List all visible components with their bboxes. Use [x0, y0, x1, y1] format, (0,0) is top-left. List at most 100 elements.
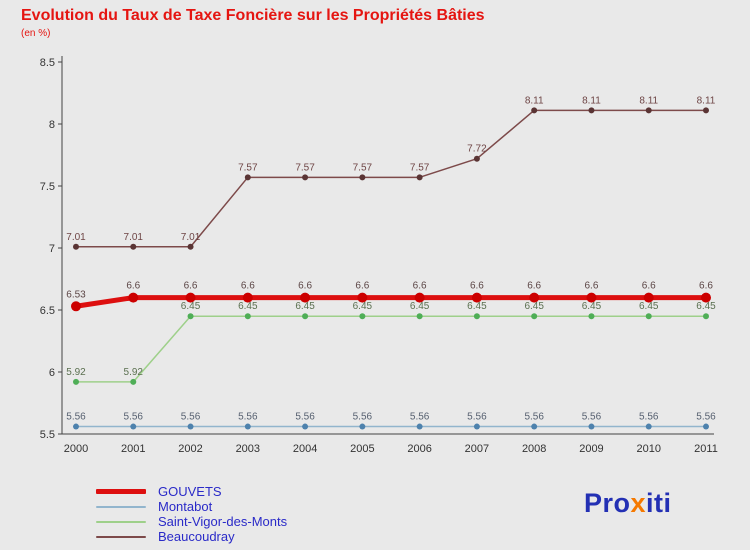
value-label-gouvets: 6.6	[585, 281, 599, 292]
y-tick-label: 6.5	[40, 305, 55, 317]
data-point-montabot	[531, 423, 538, 430]
legend-item-montabot: Montabot	[96, 499, 287, 514]
value-label-saint-vigor-des-monts: 6.45	[696, 301, 716, 312]
data-point-saint-vigor-des-monts	[359, 313, 366, 320]
value-label-saint-vigor-des-monts: 6.45	[582, 301, 602, 312]
chart-header: Evolution du Taux de Taxe Foncière sur l…	[0, 0, 750, 39]
data-point-montabot	[645, 423, 652, 430]
data-point-montabot	[130, 423, 137, 430]
data-point-montabot	[359, 423, 366, 430]
legend-swatch-montabot	[96, 505, 146, 508]
x-tick-label: 2011	[694, 443, 718, 455]
data-point-gouvets	[586, 292, 597, 303]
value-label-montabot: 5.56	[295, 412, 315, 423]
x-tick-label: 2007	[465, 443, 489, 455]
data-point-saint-vigor-des-monts	[302, 313, 309, 320]
legend-item-gouvets: GOUVETS	[96, 484, 287, 499]
logo-part-blue-1: Pro	[584, 488, 631, 518]
value-label-montabot: 5.56	[124, 412, 144, 423]
value-label-gouvets: 6.6	[241, 281, 255, 292]
legend-label-beaucoudray: Beaucoudray	[158, 529, 235, 544]
data-point-beaucoudray	[531, 107, 538, 114]
data-point-saint-vigor-des-monts	[244, 313, 251, 320]
value-label-beaucoudray: 7.01	[66, 232, 86, 243]
value-label-beaucoudray: 8.11	[639, 95, 658, 106]
data-point-gouvets	[242, 292, 253, 303]
x-tick-label: 2006	[407, 443, 431, 455]
y-tick-label: 8	[49, 119, 55, 131]
data-point-saint-vigor-des-monts	[645, 313, 652, 320]
value-label-montabot: 5.56	[353, 412, 373, 423]
value-label-saint-vigor-des-monts: 5.92	[66, 367, 86, 378]
x-tick-label: 2000	[64, 443, 88, 455]
data-point-beaucoudray	[645, 107, 652, 114]
value-label-gouvets: 6.6	[184, 281, 198, 292]
data-point-gouvets	[185, 292, 196, 303]
value-label-montabot: 5.56	[696, 412, 716, 423]
series-line-gouvets	[75, 295, 706, 309]
data-point-gouvets	[357, 292, 368, 303]
value-label-montabot: 5.56	[181, 412, 201, 423]
chart: 5.5 6 6.5 7 7.5 8 8.5 2000 2001 2002 2003 2004 2005 2…	[0, 52, 750, 470]
value-label-gouvets: 6.53	[66, 289, 86, 300]
legend: GOUVETS Montabot Saint-Vigor-des-Monts B…	[96, 484, 287, 544]
legend-item-beaucoudray: Beaucoudray	[96, 529, 287, 544]
data-point-beaucoudray	[73, 243, 79, 250]
x-tick-label: 2003	[236, 443, 260, 455]
value-label-saint-vigor-des-monts: 6.45	[181, 301, 201, 312]
x-tick-label: 2008	[522, 443, 546, 455]
value-label-gouvets: 6.6	[470, 281, 484, 292]
value-label-montabot: 5.56	[66, 412, 86, 423]
value-label-montabot: 5.56	[410, 412, 430, 423]
value-label-gouvets: 6.6	[126, 281, 140, 292]
y-tick-label: 8.5	[40, 57, 55, 69]
value-label-beaucoudray: 7.72	[467, 144, 487, 155]
value-label-saint-vigor-des-monts: 6.45	[524, 301, 544, 312]
data-point-saint-vigor-des-monts	[73, 378, 79, 385]
value-label-beaucoudray: 7.01	[181, 232, 201, 243]
data-point-saint-vigor-des-monts	[416, 313, 423, 320]
x-tick-label: 2004	[293, 443, 317, 455]
data-point-saint-vigor-des-monts	[531, 313, 538, 320]
data-point-beaucoudray	[359, 174, 366, 181]
logo-part-orange-x: x	[630, 488, 647, 518]
legend-swatch-gouvets	[96, 489, 146, 494]
x-tick-label: 2005	[350, 443, 374, 455]
data-point-saint-vigor-des-monts	[187, 313, 194, 320]
legend-swatch-beaucoudray	[96, 535, 146, 538]
data-point-montabot	[244, 423, 251, 430]
data-point-gouvets	[529, 292, 540, 303]
value-label-beaucoudray: 7.01	[124, 232, 144, 243]
x-tick-label: 2001	[121, 443, 145, 455]
data-point-montabot	[703, 423, 709, 430]
data-point-montabot	[416, 423, 423, 430]
data-point-beaucoudray	[244, 174, 251, 181]
series-line-beaucoudray	[76, 109, 706, 248]
data-point-gouvets	[643, 292, 654, 303]
value-label-beaucoudray: 8.11	[525, 95, 544, 106]
value-label-saint-vigor-des-monts: 6.45	[295, 301, 315, 312]
data-point-saint-vigor-des-monts	[130, 378, 137, 385]
y-tick-label: 5.5	[40, 429, 55, 441]
value-label-gouvets: 6.6	[642, 281, 656, 292]
chart-subtitle: (en %)	[21, 28, 51, 39]
value-label-beaucoudray: 7.57	[238, 162, 258, 173]
value-label-gouvets: 6.6	[699, 281, 713, 292]
data-point-montabot	[187, 423, 194, 430]
value-label-montabot: 5.56	[238, 412, 258, 423]
value-label-gouvets: 6.6	[527, 281, 541, 292]
data-point-saint-vigor-des-monts	[703, 313, 709, 320]
data-point-gouvets	[128, 292, 139, 303]
data-point-beaucoudray	[473, 155, 480, 162]
value-label-beaucoudray: 8.11	[697, 95, 716, 106]
value-label-gouvets: 6.6	[355, 281, 369, 292]
value-label-saint-vigor-des-monts: 6.45	[410, 301, 430, 312]
value-label-montabot: 5.56	[524, 412, 544, 423]
data-point-beaucoudray	[187, 243, 194, 250]
data-point-gouvets	[71, 301, 81, 312]
x-tick-label: 2002	[178, 443, 202, 455]
data-point-gouvets	[300, 292, 311, 303]
value-label-saint-vigor-des-monts: 6.45	[238, 301, 258, 312]
value-label-gouvets: 6.6	[413, 281, 427, 292]
